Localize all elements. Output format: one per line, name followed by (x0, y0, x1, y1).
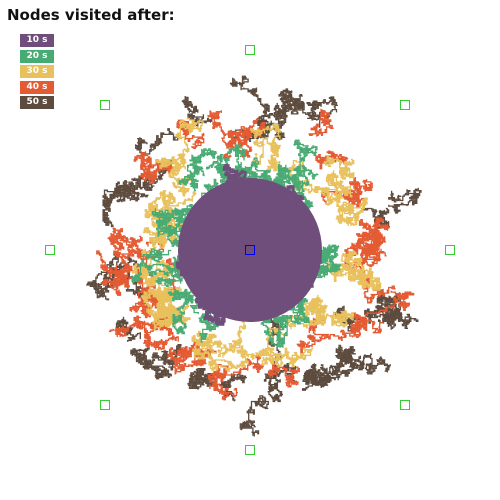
walk-path (321, 177, 373, 205)
walk-path (335, 352, 362, 372)
walk-path (130, 346, 152, 366)
walk-path (314, 244, 342, 279)
target-node-marker-bottom-left (100, 400, 110, 410)
legend-item-40s: 40 s (20, 80, 54, 94)
walk-path (356, 231, 383, 248)
walk-path (347, 267, 381, 288)
walk-path (353, 312, 384, 334)
walk-path (133, 151, 157, 185)
walk-path (329, 193, 360, 226)
walk-path (249, 122, 282, 165)
walk-path (330, 310, 354, 328)
walk-path (107, 227, 130, 259)
target-node-marker-bottom (245, 445, 255, 455)
walk-path (191, 370, 215, 387)
walk-path (108, 315, 149, 338)
walk-path (114, 180, 141, 198)
walk-path (306, 96, 338, 128)
walk-path (266, 140, 282, 173)
walk-path (358, 217, 390, 243)
legend-item-20s: 20 s (20, 49, 54, 63)
walk-path (267, 363, 297, 403)
walk-path (135, 128, 180, 157)
walk-path (178, 161, 200, 192)
walk-path (191, 333, 223, 354)
legend-item-30s: 30 s (20, 65, 54, 79)
walk-path (356, 238, 381, 267)
walk-path (208, 345, 259, 373)
walk-path (167, 286, 198, 304)
walk-path (180, 346, 207, 371)
walk-path (212, 364, 238, 401)
walk-path (172, 117, 204, 173)
walk-path (94, 252, 121, 294)
walk-path (344, 353, 391, 375)
walk-path (96, 250, 134, 278)
start-node-marker (245, 245, 255, 255)
legend: 10 s 20 s 30 s 40 s 50 s (20, 34, 54, 112)
legend-item-50s: 50 s (20, 96, 54, 110)
target-node-marker-top-right (400, 100, 410, 110)
walk-path (136, 320, 179, 351)
walk-path (315, 244, 336, 276)
walk-path (207, 354, 264, 392)
walk-path (364, 292, 397, 324)
target-node-marker-top-left (100, 100, 110, 110)
walk-path (223, 121, 266, 160)
walk-path (376, 295, 403, 325)
walk-path (268, 301, 306, 348)
walk-path (267, 363, 300, 388)
walk-path (102, 189, 115, 228)
walk-path (302, 363, 318, 385)
walk-path (129, 288, 154, 319)
walk-path (310, 294, 336, 325)
walk-path (189, 148, 218, 177)
visited-core (178, 178, 322, 322)
walk-path (364, 290, 415, 316)
walk-path (388, 187, 422, 214)
walk-path (377, 309, 419, 330)
legend-item-10s: 10 s (20, 34, 54, 47)
walk-path (116, 231, 144, 257)
walk-path (281, 90, 305, 115)
walk-path (167, 346, 195, 375)
walk-path (227, 118, 260, 158)
walk-path (142, 358, 172, 380)
chart-title: Nodes visited after: (7, 6, 175, 24)
walk-path (131, 159, 174, 191)
walk-path (167, 166, 194, 197)
walk-path (263, 318, 287, 384)
walk-path (229, 75, 270, 126)
walk-path (155, 286, 182, 305)
target-node-marker-right (445, 245, 455, 255)
walk-path (192, 330, 219, 367)
walk-path (198, 311, 225, 343)
target-node-marker-bottom-right (400, 400, 410, 410)
walk-path (320, 362, 351, 384)
walk-path (140, 291, 180, 322)
target-node-marker-left (45, 245, 55, 255)
walk-path (308, 108, 334, 137)
walk-path (322, 155, 356, 180)
walk-path (171, 295, 201, 335)
walk-path (190, 338, 217, 365)
walk-path (312, 177, 339, 206)
walk-path (312, 369, 336, 388)
walk-path (131, 248, 172, 284)
target-node-marker-top (245, 45, 255, 55)
node-markers-layer (45, 45, 455, 455)
walk-path (337, 197, 368, 220)
walk-path (239, 395, 269, 437)
walk-path (100, 270, 137, 296)
walk-path (293, 139, 318, 187)
visited-nodes-layer (86, 75, 422, 437)
walk-path (151, 208, 177, 237)
walk-path (227, 143, 252, 176)
